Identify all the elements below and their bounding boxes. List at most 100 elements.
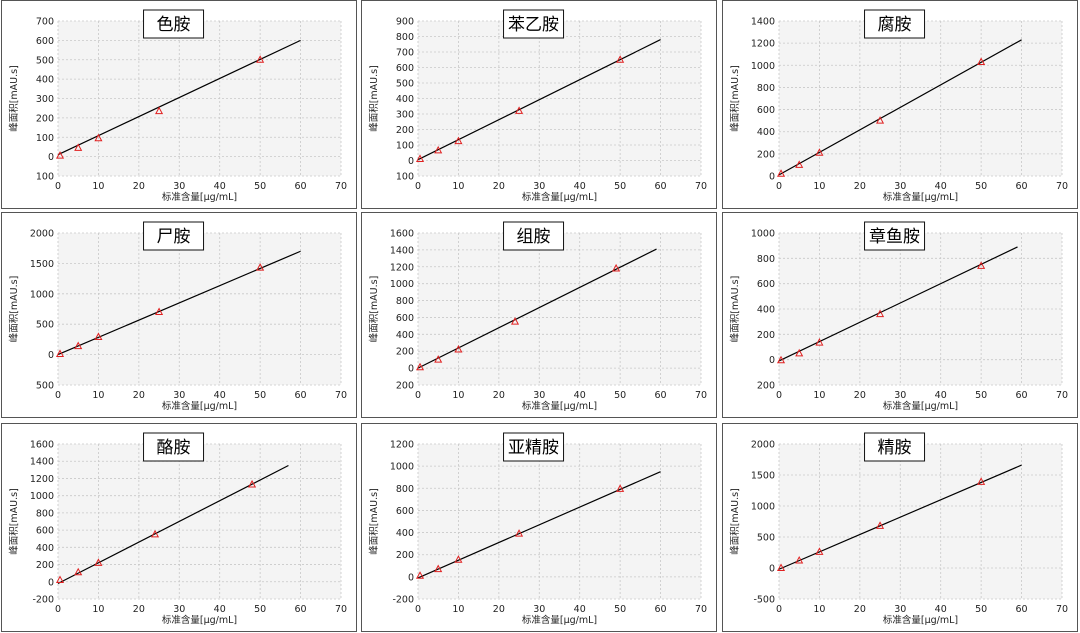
data-point [55,575,65,584]
chart-panel-5: 200 0 200 400 600 800 1000 0 10 20 30 40 50 60 70 标准含量[… [722,212,1078,418]
x-tick-label: 10 [92,604,104,615]
x-tick-label: 20 [133,604,145,615]
y-tick-label: 800 [396,32,414,43]
y-tick-label: 800 [396,296,414,307]
y-tick-label: -200 [32,595,54,606]
y-tick-label: 100 [36,133,54,144]
data-point [415,362,425,371]
plot-area [58,233,341,385]
y-tick-label: 700 [36,17,54,28]
data-point [434,355,443,363]
y-tick-label: 200 [396,550,414,561]
chart-title: 酪胺 [157,438,191,458]
data-point [815,547,824,555]
y-tick-label: 1000 [751,229,775,240]
x-tick-label: 70 [695,390,707,401]
y-tick-label: 1000 [751,502,775,513]
y-tick-label: 1000 [390,279,414,290]
y-axis-title: 峰面积[mAU.s] [729,65,741,132]
y-tick-label: 0 [48,577,54,588]
title-box [143,432,205,462]
fit-line [417,39,661,161]
y-tick-label: 400 [396,330,414,341]
x-tick-label: 20 [133,181,145,192]
x-axis-title: 标准含量[μg/mL] [522,614,597,626]
y-tick-label: 1200 [751,39,775,50]
x-tick-label: 20 [133,390,145,401]
y-tick-label: 100 [36,172,54,183]
x-tick-label: 0 [776,181,782,192]
y-tick-label: 600 [757,105,775,116]
y-tick-label: 1600 [30,440,54,451]
y-tick-label: 200 [757,149,775,160]
data-point [415,571,425,579]
x-tick-label: 50 [975,390,987,401]
y-tick-label: 0 [408,364,414,375]
chart-svg-2: 0 200 400 600 800 1000 1200 1400 0 10 20 30 40 50 60 70… [729,9,1068,203]
x-tick-label: 40 [935,181,947,192]
data-point [776,355,786,364]
x-axis-title: 标准含量[μg/mL] [162,614,237,626]
y-tick-label: 300 [36,94,54,105]
title-box [143,221,205,251]
x-tick-label: 70 [1056,181,1068,192]
x-tick-label: 40 [574,181,586,192]
data-point [612,263,621,272]
y-tick-label: 500 [36,55,54,66]
y-tick-label: 500 [757,533,775,544]
x-tick-label: 70 [335,181,347,192]
y-tick-label: 1000 [390,462,414,473]
chart-title: 色胺 [157,15,191,35]
data-point [454,136,463,145]
x-tick-label: 70 [1056,390,1068,401]
data-point [454,555,463,563]
title-box [503,9,565,39]
y-tick-label: 1200 [390,440,414,451]
x-tick-label: 20 [493,181,505,192]
x-axis-title: 标准含量[μg/mL] [883,400,958,412]
x-tick-label: 10 [813,390,825,401]
data-point [876,309,885,318]
y-tick-label: 0 [769,172,775,183]
x-axis-title: 标准含量[μg/mL] [522,191,597,203]
data-point [55,151,65,159]
x-tick-label: 10 [452,181,464,192]
y-tick-label: 400 [396,528,414,539]
fit-line [417,471,661,579]
data-point [977,261,986,269]
x-tick-label: 0 [415,181,421,192]
y-tick-label: 800 [396,484,414,495]
data-point [94,332,103,340]
x-tick-label: 10 [813,181,825,192]
x-axis-title: 标准含量[μg/mL] [162,400,237,412]
title-box [143,9,205,39]
data-point [876,116,885,124]
x-axis-title: 标准含量[μg/mL] [883,191,958,203]
x-tick-label: 50 [254,604,266,615]
x-tick-label: 60 [1016,390,1028,401]
x-tick-label: 20 [493,390,505,401]
y-tick-label: 600 [396,506,414,517]
y-tick-label: -200 [392,595,414,606]
y-tick-label: 0 [408,156,414,167]
x-tick-label: 60 [295,604,307,615]
y-tick-label: 0 [48,350,54,361]
x-axis-title: 标准含量[μg/mL] [162,191,237,203]
chart-title: 亚精胺 [508,438,559,458]
x-tick-label: 70 [335,604,347,615]
x-tick-label: 70 [695,181,707,192]
data-point [74,567,83,576]
y-tick-label: 1000 [751,61,775,72]
y-axis-title: 峰面积[mAU.s] [368,65,380,132]
x-tick-label: 0 [776,604,782,615]
x-axis-title: 标准含量[μg/mL] [883,614,958,626]
x-tick-label: 50 [614,604,626,615]
y-tick-label: 0 [408,572,414,583]
data-point [795,555,804,564]
data-point [795,160,804,168]
y-tick-label: 600 [396,63,414,74]
y-tick-label: 600 [36,526,54,537]
